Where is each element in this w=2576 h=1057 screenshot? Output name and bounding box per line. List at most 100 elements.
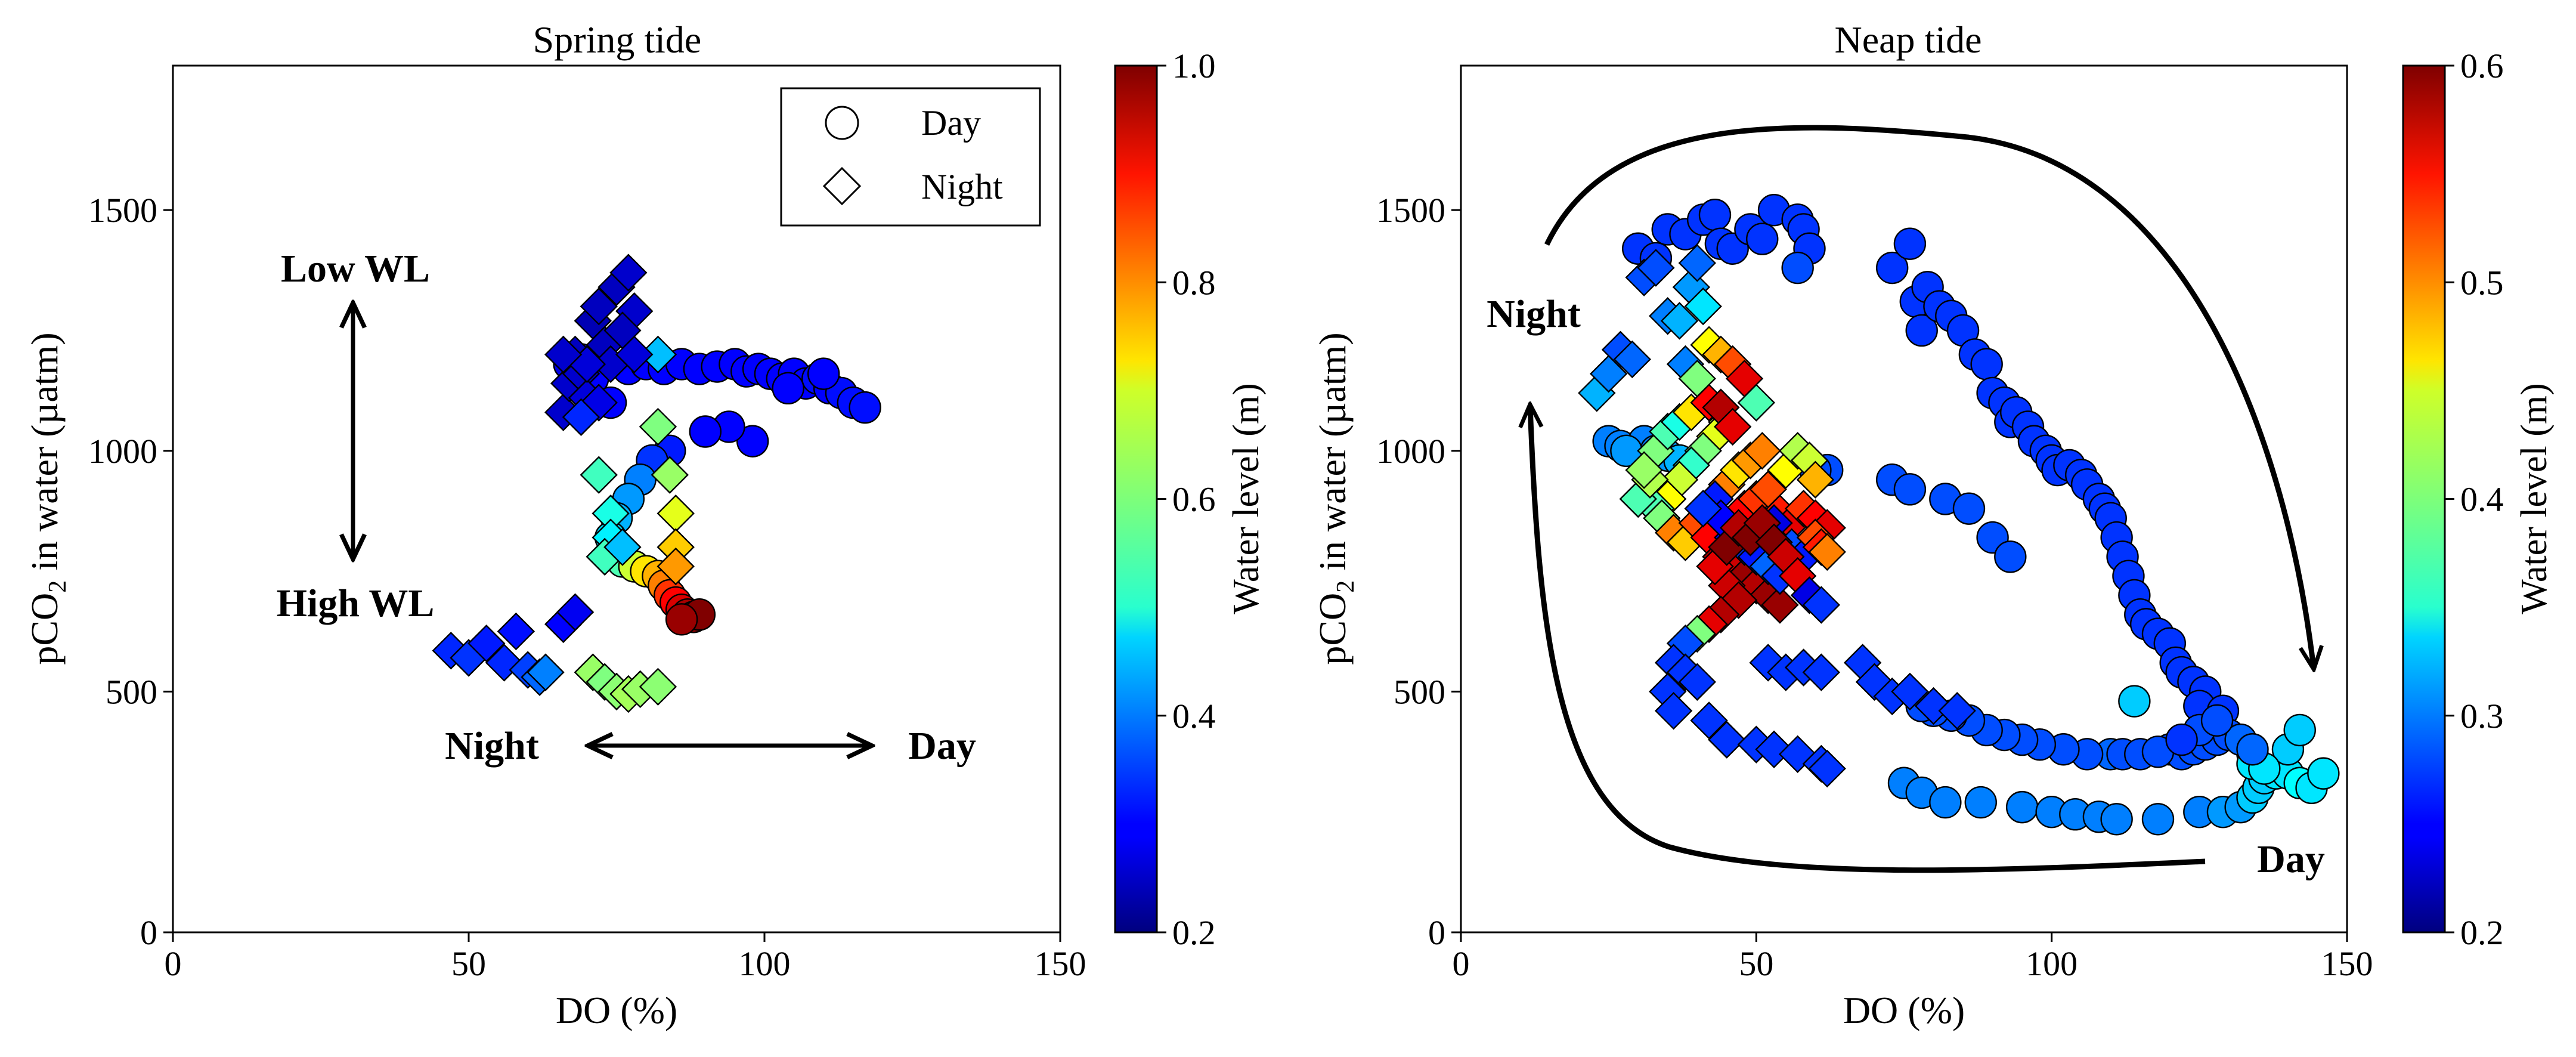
- night-point: [615, 335, 654, 374]
- night-point: [467, 624, 506, 663]
- spring-tide-colorbar-label: Water level (m): [1226, 383, 1267, 614]
- neap-night-annotation: Night: [1487, 292, 1581, 336]
- night-point: [639, 667, 677, 706]
- night-point: [562, 398, 600, 436]
- day-point: [1994, 540, 2027, 573]
- night-point: [580, 456, 618, 494]
- colorbar-gradient: [2402, 64, 2446, 934]
- night-point: [1891, 672, 1929, 711]
- y-tick-label: 0: [1428, 913, 1445, 952]
- night-point: [580, 287, 618, 326]
- night-point: [1678, 244, 1716, 282]
- night-point: [1654, 691, 1693, 730]
- night-point: [1808, 749, 1846, 788]
- night-point: [1737, 384, 1776, 422]
- night-point: [1808, 533, 1846, 571]
- day-point: [849, 391, 881, 424]
- day-point: [1964, 786, 1997, 819]
- night-point: [556, 593, 595, 631]
- neap-tide-title: Neap tide: [1835, 18, 1982, 61]
- spring-tide-plot-frame: [172, 64, 1061, 934]
- night-point: [1684, 287, 1722, 326]
- day-point: [665, 603, 698, 636]
- x-tick-label: 150: [1035, 944, 1086, 983]
- legend-box: [780, 87, 1041, 227]
- night-point: [603, 528, 642, 566]
- spring-tide-x-axis-label: DO (%): [556, 989, 677, 1031]
- neap-tide-plot-frame: [1460, 64, 2348, 934]
- night-point: [1625, 451, 1663, 489]
- x-tick-label: 50: [1739, 944, 1773, 983]
- colorbar-tick-label: 0.2: [2460, 913, 2504, 952]
- night-point: [657, 494, 695, 533]
- colorbar-tick-label: 0.5: [2460, 263, 2504, 302]
- y-tick-label: 500: [1394, 672, 1445, 711]
- colorbar-tick-label: 0.6: [2460, 47, 2504, 85]
- colorbar-gradient: [1114, 64, 1158, 934]
- spring-tide-points: [432, 254, 881, 713]
- spring-tide-y-axis-label: pCO2 in water (µatm): [23, 332, 72, 665]
- neap-tide-x-axis-label: DO (%): [1843, 989, 1965, 1031]
- legend-day-circle-icon: [825, 106, 859, 140]
- colorbar-tick-label: 0.6: [1172, 480, 1216, 519]
- night-point: [1802, 586, 1841, 624]
- neap-tide-points: [1578, 193, 2340, 836]
- day-point: [736, 425, 769, 458]
- night-point: [639, 407, 677, 446]
- day-point: [2283, 713, 2316, 747]
- legend-night-diamond-icon: [822, 166, 862, 206]
- night-point: [1714, 407, 1752, 446]
- y-tick-label: 0: [140, 913, 157, 952]
- day-to-night-curved-arrow: [1544, 125, 2314, 668]
- colorbar-tick-label: 0.4: [1172, 697, 1216, 735]
- x-tick-label: 50: [451, 944, 486, 983]
- y-tick-label: 1000: [88, 432, 157, 471]
- day-point: [1952, 492, 1986, 525]
- y-tick-label: 1500: [1376, 191, 1445, 230]
- neap-tide-colorbar-label: Water level (m): [2514, 383, 2555, 614]
- night-point: [1743, 432, 1781, 470]
- high-wl-annotation: High WL: [277, 582, 435, 625]
- colorbar-tick-label: 1.0: [1172, 47, 1216, 85]
- night-point: [609, 254, 648, 292]
- colorbar-tick-label: 0.4: [2460, 480, 2504, 519]
- spring-tide-colorbar-ticks: 0.2 0.4 0.6 0.8 1.0: [1157, 47, 1216, 952]
- day-point: [2236, 733, 2269, 766]
- day-point: [2141, 803, 2175, 836]
- night-point: [527, 653, 565, 691]
- night-point: [1938, 691, 1976, 730]
- day-point: [2165, 723, 2198, 756]
- y-tick-label: 500: [106, 672, 157, 711]
- spring-tide-title: Spring tide: [533, 18, 702, 61]
- day-point: [1698, 199, 1732, 231]
- day-point: [807, 357, 840, 390]
- night-point: [1613, 340, 1651, 379]
- neap-tide-colorbar: 0.2 0.3 0.4 0.5 0.6 Water level (m): [2402, 47, 2555, 952]
- spring-tide-legend: Day Night: [780, 87, 1041, 227]
- colorbar-tick-label: 0.3: [2460, 697, 2504, 735]
- night-annotation: Night: [445, 724, 539, 768]
- night-point: [1761, 586, 1799, 624]
- night-to-day-curved-arrow: [1530, 406, 2206, 873]
- night-point: [1796, 460, 1835, 499]
- x-tick-label: 100: [2026, 944, 2077, 983]
- night-point: [497, 612, 535, 651]
- day-point: [2307, 757, 2340, 790]
- legend-night-label: Night: [921, 167, 1003, 206]
- neap-tide-colorbar-ticks: 0.2 0.3 0.4 0.5 0.6: [2445, 47, 2504, 952]
- x-tick-label: 150: [2321, 944, 2373, 983]
- night-point: [657, 547, 695, 586]
- y-tick-label: 1000: [1376, 432, 1445, 471]
- day-point: [1929, 786, 1962, 819]
- night-point: [1678, 663, 1716, 701]
- neap-day-annotation: Day: [2257, 837, 2325, 881]
- day-point: [1746, 222, 1779, 255]
- night-point: [1660, 302, 1699, 340]
- spring-tide-colorbar: 0.2 0.4 0.6 0.8 1.0 Water level (m): [1114, 47, 1267, 952]
- colorbar-tick-label: 0.8: [1172, 263, 1216, 302]
- night-point: [544, 335, 583, 374]
